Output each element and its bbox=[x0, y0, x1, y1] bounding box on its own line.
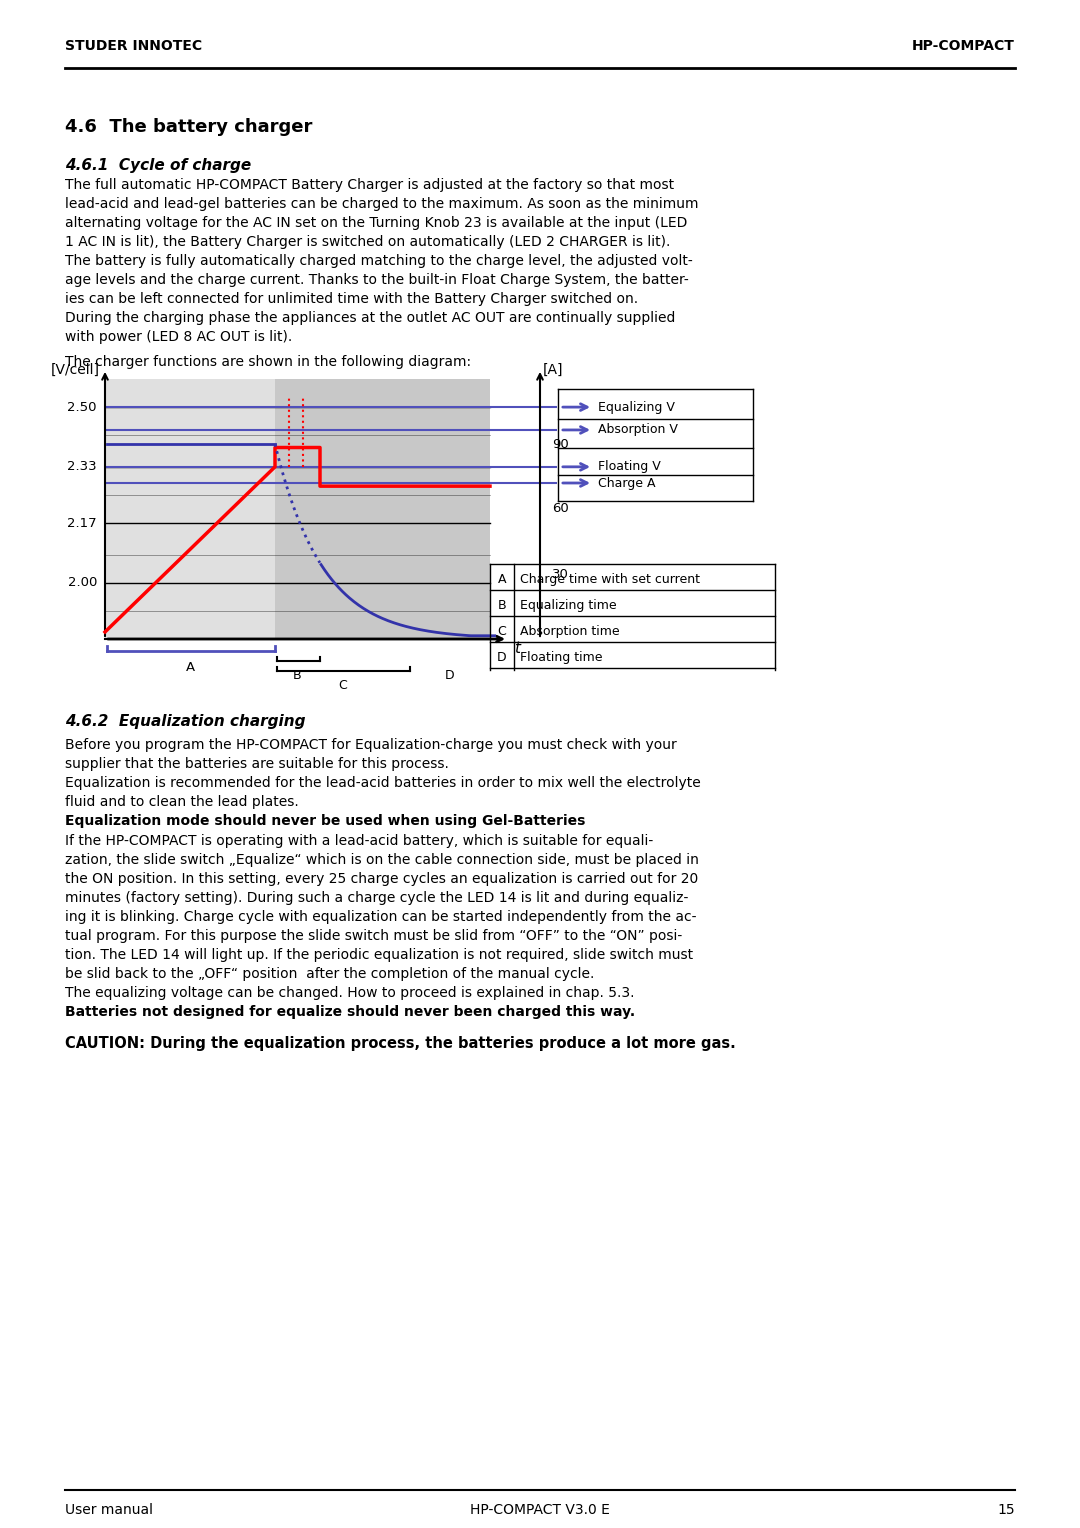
Text: D: D bbox=[497, 651, 507, 665]
Text: Equalization mode should never be used when using Gel-Batteries: Equalization mode should never be used w… bbox=[65, 814, 585, 828]
Text: 4.6.2  Equalization charging: 4.6.2 Equalization charging bbox=[65, 714, 306, 729]
Text: 2.00: 2.00 bbox=[68, 576, 97, 590]
Text: Before you program the HP-COMPACT for Equalization-charge you must check with yo: Before you program the HP-COMPACT for Eq… bbox=[65, 738, 677, 752]
Text: User manual: User manual bbox=[65, 1504, 153, 1517]
Text: ies can be left connected for unlimited time with the Battery Charger switched o: ies can be left connected for unlimited … bbox=[65, 292, 638, 306]
Text: HP-COMPACT V3.0 E: HP-COMPACT V3.0 E bbox=[470, 1504, 610, 1517]
Text: 15: 15 bbox=[997, 1504, 1015, 1517]
Text: B: B bbox=[498, 599, 507, 613]
Text: t: t bbox=[514, 642, 519, 656]
Text: During the charging phase the appliances at the outlet AC OUT are continually su: During the charging phase the appliances… bbox=[65, 312, 675, 325]
Text: The full automatic HP-COMPACT Battery Charger is adjusted at the factory so that: The full automatic HP-COMPACT Battery Ch… bbox=[65, 177, 674, 193]
Text: The charger functions are shown in the following diagram:: The charger functions are shown in the f… bbox=[65, 354, 471, 368]
Text: Equalization is recommended for the lead-acid batteries in order to mix well the: Equalization is recommended for the lead… bbox=[65, 776, 701, 790]
Text: If the HP-COMPACT is operating with a lead-acid battery, which is suitable for e: If the HP-COMPACT is operating with a le… bbox=[65, 834, 653, 848]
Text: [A]: [A] bbox=[543, 364, 564, 377]
Text: CAUTION: During the equalization process, the batteries produce a lot more gas.: CAUTION: During the equalization process… bbox=[65, 1036, 735, 1051]
Text: 1 AC IN is lit), the Battery Charger is switched on automatically (LED 2 CHARGER: 1 AC IN is lit), the Battery Charger is … bbox=[65, 235, 671, 249]
Text: Charge A: Charge A bbox=[598, 477, 656, 489]
Text: be slid back to the „OFF“ position  after the completion of the manual cycle.: be slid back to the „OFF“ position after… bbox=[65, 967, 594, 981]
Text: Floating V: Floating V bbox=[598, 460, 661, 474]
Text: age levels and the charge current. Thanks to the built-in Float Charge System, t: age levels and the charge current. Thank… bbox=[65, 274, 689, 287]
Text: 4.6  The battery charger: 4.6 The battery charger bbox=[65, 118, 312, 136]
Text: zation, the slide switch „Equalize“ which is on the cable connection side, must : zation, the slide switch „Equalize“ whic… bbox=[65, 853, 699, 866]
Text: The equalizing voltage can be changed. How to proceed is explained in chap. 5.3.: The equalizing voltage can be changed. H… bbox=[65, 986, 635, 999]
Text: Charge time with set current: Charge time with set current bbox=[519, 573, 700, 587]
Text: alternating voltage for the AC IN set on the Turning Knob 23 is available at the: alternating voltage for the AC IN set on… bbox=[65, 215, 687, 231]
Text: C: C bbox=[338, 678, 347, 692]
Text: D: D bbox=[445, 669, 455, 681]
Text: The battery is fully automatically charged matching to the charge level, the adj: The battery is fully automatically charg… bbox=[65, 254, 692, 267]
Text: Batteries not designed for equalize should never been charged this way.: Batteries not designed for equalize shou… bbox=[65, 1005, 635, 1019]
Text: 2.33: 2.33 bbox=[67, 460, 97, 474]
Text: HP-COMPACT: HP-COMPACT bbox=[913, 40, 1015, 53]
Bar bbox=[105, 379, 490, 639]
Text: [V/cell]: [V/cell] bbox=[51, 364, 100, 377]
Text: fluid and to clean the lead plates.: fluid and to clean the lead plates. bbox=[65, 795, 299, 808]
Bar bbox=[275, 379, 490, 639]
Text: Absorption V: Absorption V bbox=[598, 423, 678, 437]
Text: Equalizing V: Equalizing V bbox=[598, 400, 675, 414]
Text: Floating time: Floating time bbox=[519, 651, 603, 665]
Text: the ON position. In this setting, every 25 charge cycles an equalization is carr: the ON position. In this setting, every … bbox=[65, 872, 699, 886]
Text: STUDER INNOTEC: STUDER INNOTEC bbox=[65, 40, 202, 53]
Text: lead-acid and lead-gel batteries can be charged to the maximum. As soon as the m: lead-acid and lead-gel batteries can be … bbox=[65, 197, 699, 211]
Text: A: A bbox=[498, 573, 507, 587]
Text: minutes (factory setting). During such a charge cycle the LED 14 is lit and duri: minutes (factory setting). During such a… bbox=[65, 891, 688, 905]
Text: Equalizing time: Equalizing time bbox=[519, 599, 617, 613]
Text: A: A bbox=[186, 662, 194, 674]
Text: tual program. For this purpose the slide switch must be slid from “OFF” to the “: tual program. For this purpose the slide… bbox=[65, 929, 683, 943]
Text: 2.17: 2.17 bbox=[67, 516, 97, 530]
Text: 4.6.1  Cycle of charge: 4.6.1 Cycle of charge bbox=[65, 157, 252, 173]
Text: 30: 30 bbox=[552, 567, 569, 581]
Text: B: B bbox=[293, 669, 301, 681]
Text: 2.50: 2.50 bbox=[67, 400, 97, 414]
Text: supplier that the batteries are suitable for this process.: supplier that the batteries are suitable… bbox=[65, 756, 449, 772]
Text: tion. The LED 14 will light up. If the periodic equalization is not required, sl: tion. The LED 14 will light up. If the p… bbox=[65, 947, 693, 963]
Text: C: C bbox=[498, 625, 507, 639]
Text: Absorption time: Absorption time bbox=[519, 625, 620, 639]
Text: 90: 90 bbox=[552, 437, 569, 451]
Text: with power (LED 8 AC OUT is lit).: with power (LED 8 AC OUT is lit). bbox=[65, 330, 293, 344]
Text: ing it is blinking. Charge cycle with equalization can be started independently : ing it is blinking. Charge cycle with eq… bbox=[65, 911, 697, 924]
Text: 60: 60 bbox=[552, 503, 569, 515]
